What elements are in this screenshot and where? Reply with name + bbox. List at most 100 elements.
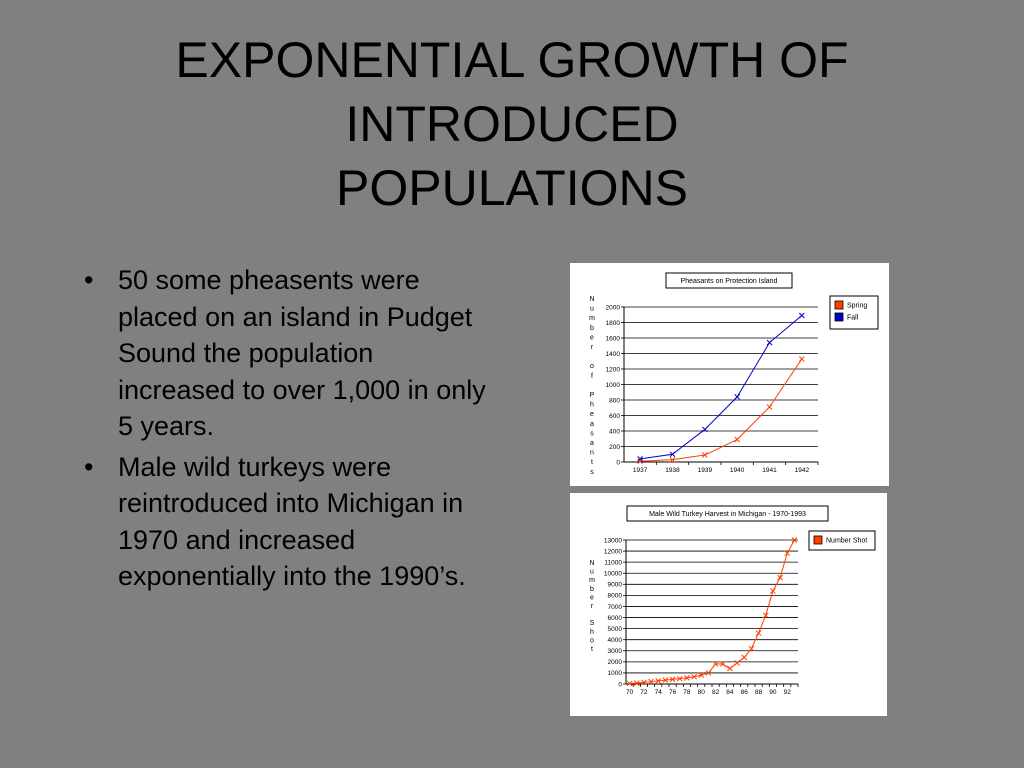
y-axis-label-char: N: [589, 296, 594, 303]
y-axis-label-char: h: [590, 629, 594, 636]
x-tick-label: 1939: [698, 467, 713, 474]
bullet-item: Male wild turkeys were reintroduced into…: [78, 449, 488, 595]
y-tick-label: 2000: [606, 304, 621, 311]
y-tick-label: 4000: [608, 637, 623, 644]
y-axis-label-char: m: [589, 315, 595, 322]
slide-title: EXPONENTIAL GROWTH OF INTRODUCED POPULAT…: [40, 28, 984, 220]
chart-title: Male Wild Turkey Harvest in Michigan - 1…: [649, 511, 806, 518]
y-tick-label: 1000: [606, 382, 621, 389]
y-tick-label: 1400: [606, 351, 621, 358]
y-tick-label: 9000: [608, 582, 623, 589]
y-axis-label-char: s: [590, 430, 594, 437]
y-tick-label: 2000: [608, 659, 623, 666]
y-tick-label: 0: [618, 681, 622, 688]
data-point: [637, 458, 644, 465]
series-line: [640, 315, 803, 460]
x-tick-label: 76: [669, 689, 677, 696]
y-tick-label: 10000: [604, 571, 622, 578]
chart-title-box: [665, 272, 793, 289]
x-tick-label: 1942: [795, 467, 810, 474]
y-tick-label: 6000: [608, 615, 623, 622]
data-point: [712, 661, 719, 667]
data-point: [701, 452, 708, 458]
y-axis-label-char: t: [591, 459, 593, 466]
y-tick-label: 0: [616, 459, 620, 466]
y-axis-label-char: s: [590, 469, 594, 476]
data-point: [705, 670, 712, 676]
data-point: [762, 612, 769, 619]
x-tick-label: 70: [626, 689, 634, 696]
y-axis-label-char: S: [590, 620, 595, 627]
x-tick-label: 74: [655, 689, 663, 696]
x-tick-label: 1938: [665, 467, 680, 474]
y-axis-label-char: e: [590, 594, 594, 601]
y-axis-label-char: t: [591, 646, 593, 653]
y-tick-label: 1000: [608, 670, 623, 677]
data-point: [798, 356, 805, 362]
legend-swatch: [813, 535, 823, 545]
series-line: [629, 539, 795, 684]
y-axis-label-char: a: [590, 421, 594, 428]
pheasant-chart-svg: Pheasants on Protection IslandNumberofPh…: [589, 272, 879, 476]
turkey-chart-svg: Male Wild Turkey Harvest in Michigan - 1…: [589, 505, 876, 696]
data-point: [669, 456, 676, 463]
y-axis-label-char: u: [590, 306, 594, 313]
x-tick-label: 72: [640, 689, 648, 696]
y-axis-label-char: f: [591, 373, 593, 380]
legend-swatch: [834, 312, 844, 322]
title-line: EXPONENTIAL GROWTH OF: [175, 32, 849, 88]
y-axis-label-char: a: [590, 440, 594, 447]
series-line: [640, 358, 803, 462]
x-tick-label: 1940: [730, 467, 745, 474]
y-tick-label: 1800: [606, 320, 621, 327]
data-point: [684, 675, 690, 681]
y-axis-label-char: o: [590, 363, 594, 370]
y-tick-label: 800: [609, 397, 620, 404]
data-point: [701, 426, 708, 433]
legend-label: Number Shot: [826, 538, 867, 545]
y-tick-label: 13000: [604, 537, 622, 544]
y-axis-label-char: h: [590, 402, 594, 409]
y-axis-label-char: N: [589, 560, 594, 567]
y-tick-label: 3000: [608, 648, 623, 655]
y-tick-label: 600: [609, 413, 620, 420]
data-point: [755, 630, 762, 636]
y-tick-label: 1600: [606, 335, 621, 342]
turkey-chart: Male Wild Turkey Harvest in Michigan - 1…: [570, 493, 887, 716]
data-point: [719, 661, 726, 667]
data-point: [655, 678, 662, 684]
legend-box: [808, 530, 876, 551]
y-tick-label: 1200: [606, 366, 621, 373]
y-axis-label-char: e: [590, 411, 594, 418]
chart-title: Pheasants on Protection Island: [681, 278, 778, 285]
data-point: [777, 574, 783, 581]
data-point: [676, 675, 683, 682]
x-tick-label: 84: [726, 689, 734, 696]
y-tick-label: 8000: [608, 593, 623, 600]
x-tick-label: 88: [755, 689, 763, 696]
data-point: [770, 588, 776, 594]
data-point: [734, 436, 741, 443]
y-tick-label: 12000: [604, 548, 622, 555]
x-tick-label: 86: [741, 689, 749, 696]
data-point: [626, 680, 633, 687]
x-tick-label: 82: [712, 689, 720, 696]
y-tick-label: 11000: [604, 559, 622, 566]
data-point: [734, 394, 741, 400]
legend-swatch: [834, 300, 844, 310]
data-point: [798, 312, 805, 319]
data-point: [662, 677, 669, 683]
data-point: [741, 654, 748, 661]
data-point: [791, 537, 798, 543]
data-point: [784, 550, 791, 557]
title-line: POPULATIONS: [336, 160, 688, 216]
data-point: [748, 645, 755, 652]
data-point: [698, 672, 705, 678]
y-axis-label-char: b: [590, 325, 594, 332]
data-point: [637, 456, 644, 462]
x-tick-label: 80: [698, 689, 706, 696]
title-line: INTRODUCED: [345, 96, 679, 152]
bullet-list: 50 some pheasents were placed on an isla…: [78, 262, 488, 599]
data-point: [727, 665, 733, 672]
